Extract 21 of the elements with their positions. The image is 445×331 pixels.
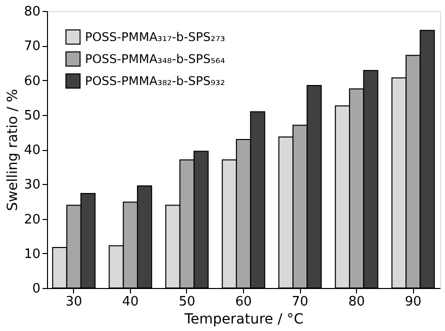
y-tick-label: 70 <box>24 39 40 54</box>
legend-label: POSS-PMMA₃₄₈-b-SPS₅₆₄ <box>85 52 226 66</box>
y-axis-title: Swelling ratio / % <box>4 88 21 212</box>
y-tick-label: 50 <box>24 108 40 124</box>
x-tick-label: 50 <box>178 294 196 310</box>
y-tick-label: 10 <box>24 246 40 262</box>
legend-label: POSS-PMMA₃₁₇-b-SPS₂₇₃ <box>85 30 226 44</box>
x-tick-label: 40 <box>122 294 139 310</box>
x-tick-label: 30 <box>66 294 82 310</box>
y-tick-label: 40 <box>24 143 40 158</box>
y-tick-label: 20 <box>24 212 40 228</box>
x-axis-title: Temperature / °C <box>183 312 304 328</box>
legend-label: POSS-PMMA₃₈₂-b-SPS₉₃₂ <box>85 74 226 88</box>
x-tick-label: 80 <box>348 294 365 310</box>
x-tick-label: 60 <box>235 294 252 310</box>
y-tick-label: 60 <box>24 74 40 89</box>
y-tick-label: 0 <box>32 282 40 296</box>
x-tick-label: 90 <box>404 294 422 310</box>
y-tick-label: 80 <box>24 4 40 20</box>
x-tick-label: 70 <box>292 294 308 310</box>
y-tick-label: 30 <box>24 178 40 193</box>
